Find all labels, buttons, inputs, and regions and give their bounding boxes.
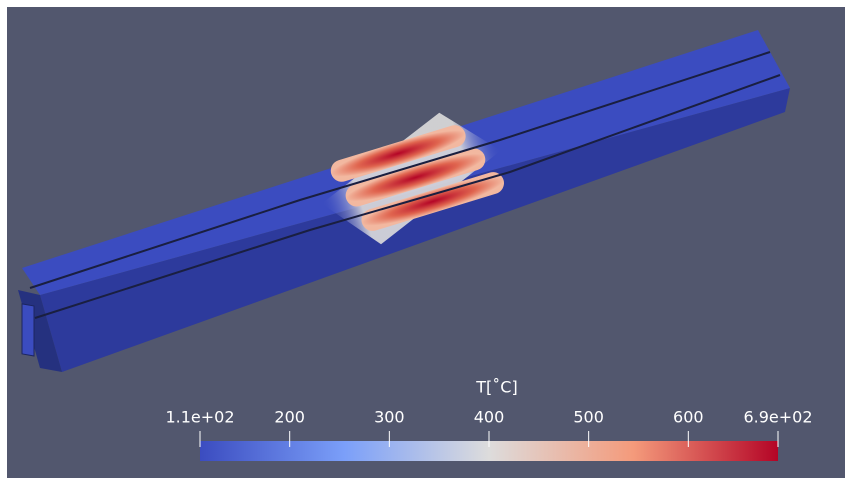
tick-label: 500 [573, 408, 604, 427]
colorbar-title: T[˚C] [475, 378, 517, 397]
tick-label: 200 [274, 408, 305, 427]
render-view: T[˚C] 1.1e+02 200 300 400 500 600 6.9e+02 [0, 0, 851, 482]
page: {"colorbar": {"title": "T[˚C]", "range":… [0, 0, 851, 482]
tick-label: 1.1e+02 [165, 408, 234, 427]
beam-end-slot [22, 304, 34, 356]
tick-label: 600 [673, 408, 704, 427]
tick-label: 300 [374, 408, 405, 427]
tick-label: 6.9e+02 [743, 408, 812, 427]
tick-label: 400 [474, 408, 505, 427]
